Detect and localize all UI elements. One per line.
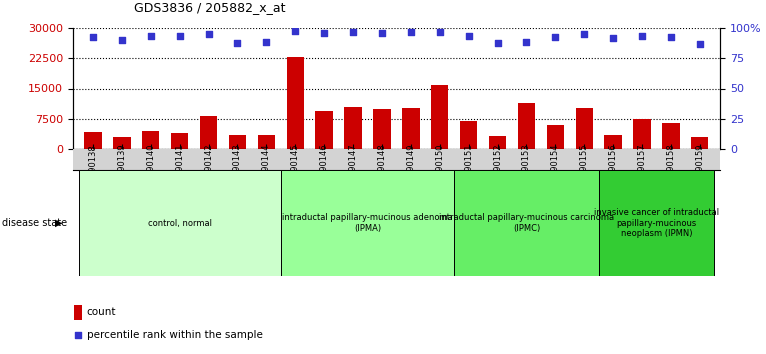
Point — [116, 38, 128, 43]
Bar — [113, 137, 130, 149]
Point — [202, 32, 214, 37]
Bar — [402, 108, 420, 149]
Point — [72, 332, 84, 337]
Bar — [316, 110, 333, 149]
FancyBboxPatch shape — [599, 170, 714, 276]
Bar — [518, 103, 535, 149]
Point — [174, 33, 186, 38]
Bar — [489, 136, 506, 149]
Bar — [460, 121, 477, 149]
Bar — [171, 133, 188, 149]
Bar — [691, 137, 709, 149]
Point — [145, 33, 157, 38]
Point — [376, 30, 388, 36]
Bar — [373, 109, 391, 149]
Bar — [229, 135, 246, 149]
Text: ▶: ▶ — [55, 218, 63, 228]
Point — [260, 39, 273, 44]
Bar — [575, 108, 593, 149]
Point — [492, 40, 504, 46]
Text: intraductal papillary-mucinous adenoma
(IPMA): intraductal papillary-mucinous adenoma (… — [282, 213, 453, 233]
Point — [665, 34, 677, 40]
Bar — [345, 107, 362, 149]
Bar — [431, 85, 448, 149]
Bar — [257, 135, 275, 149]
Text: count: count — [87, 307, 116, 317]
FancyBboxPatch shape — [454, 170, 599, 276]
Point — [87, 34, 99, 40]
Point — [607, 35, 619, 41]
Bar — [84, 132, 102, 149]
Bar — [142, 131, 159, 149]
Bar — [547, 125, 564, 149]
Point — [636, 33, 648, 38]
Point — [318, 30, 330, 36]
Text: disease state: disease state — [2, 218, 67, 228]
FancyBboxPatch shape — [281, 170, 454, 276]
Point — [434, 29, 446, 35]
Bar — [663, 123, 679, 149]
Point — [578, 32, 591, 37]
FancyBboxPatch shape — [79, 170, 281, 276]
Point — [289, 28, 301, 34]
Point — [520, 39, 532, 44]
Text: invasive cancer of intraductal
papillary-mucinous
neoplasm (IPMN): invasive cancer of intraductal papillary… — [594, 208, 719, 238]
Point — [231, 40, 244, 46]
Text: control, normal: control, normal — [148, 218, 211, 228]
Text: GDS3836 / 205882_x_at: GDS3836 / 205882_x_at — [134, 1, 286, 14]
Point — [463, 33, 475, 38]
Bar — [74, 305, 82, 320]
Bar — [286, 57, 304, 149]
Bar — [604, 135, 622, 149]
Point — [549, 34, 561, 40]
Bar — [200, 116, 218, 149]
Text: percentile rank within the sample: percentile rank within the sample — [87, 330, 263, 339]
Point — [694, 41, 706, 47]
Point — [347, 29, 359, 35]
Point — [404, 29, 417, 35]
Text: intraductal papillary-mucinous carcinoma
(IPMC): intraductal papillary-mucinous carcinoma… — [439, 213, 614, 233]
Bar — [633, 119, 650, 149]
